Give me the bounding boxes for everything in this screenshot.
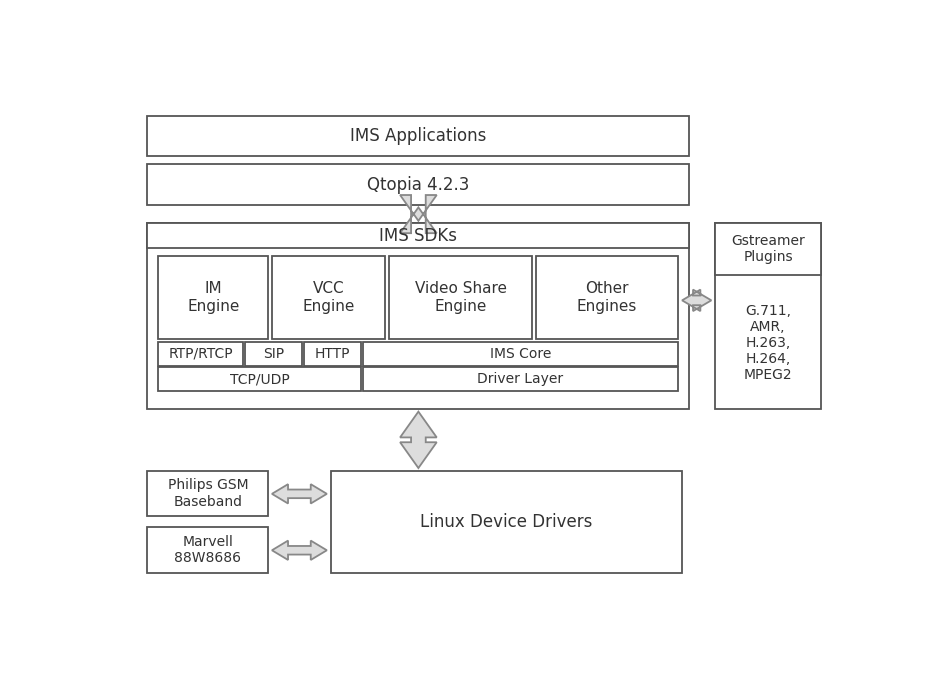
- Bar: [272, 255, 385, 339]
- Polygon shape: [399, 412, 436, 468]
- Bar: [389, 255, 531, 339]
- Text: Marvell
88W8686: Marvell 88W8686: [174, 535, 241, 565]
- Polygon shape: [682, 290, 711, 311]
- Text: RTP/RTCP: RTP/RTCP: [168, 347, 232, 361]
- Bar: [244, 342, 302, 366]
- Text: IMS Core: IMS Core: [489, 347, 550, 361]
- Text: IMS Applications: IMS Applications: [350, 127, 486, 145]
- Polygon shape: [272, 540, 327, 560]
- Bar: [147, 223, 688, 248]
- Text: Linux Device Drivers: Linux Device Drivers: [420, 513, 592, 530]
- Text: Other
Engines: Other Engines: [576, 281, 636, 313]
- Text: Philips GSM
Baseband: Philips GSM Baseband: [167, 478, 248, 509]
- Text: Driver Layer: Driver Layer: [477, 372, 563, 386]
- Text: TCP/UDP: TCP/UDP: [229, 372, 290, 386]
- Text: VCC
Engine: VCC Engine: [302, 281, 355, 313]
- Bar: [147, 470, 268, 517]
- Bar: [715, 223, 820, 409]
- Bar: [715, 223, 820, 274]
- Bar: [159, 367, 361, 391]
- Text: G.711,
AMR,
H.263,
H.264,
MPEG2: G.711, AMR, H.263, H.264, MPEG2: [743, 304, 792, 383]
- Bar: [362, 367, 677, 391]
- Bar: [159, 255, 268, 339]
- Text: HTTP: HTTP: [314, 347, 350, 361]
- Bar: [159, 342, 243, 366]
- Bar: [147, 527, 268, 573]
- Text: IM
Engine: IM Engine: [187, 281, 239, 313]
- Text: Video Share
Engine: Video Share Engine: [414, 281, 506, 313]
- Bar: [147, 116, 688, 156]
- Polygon shape: [399, 195, 436, 233]
- Text: Qtopia 4.2.3: Qtopia 4.2.3: [367, 175, 469, 193]
- Text: SIP: SIP: [262, 347, 283, 361]
- Bar: [330, 470, 682, 573]
- Text: IMS SDKs: IMS SDKs: [379, 227, 457, 244]
- Bar: [147, 223, 688, 409]
- Polygon shape: [272, 484, 327, 503]
- Bar: [362, 342, 677, 366]
- Bar: [535, 255, 678, 339]
- Text: Gstreamer
Plugins: Gstreamer Plugins: [731, 234, 804, 264]
- Bar: [147, 165, 688, 205]
- Bar: [304, 342, 361, 366]
